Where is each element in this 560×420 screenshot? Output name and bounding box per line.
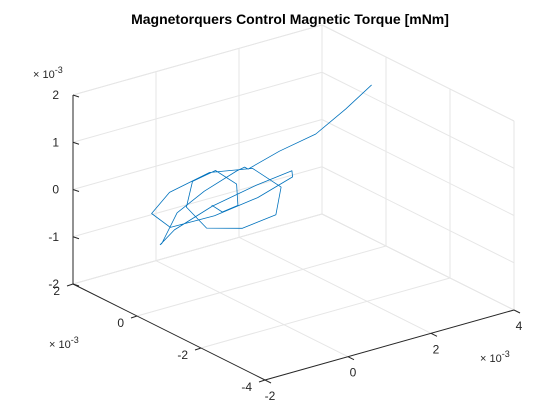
y-exponent-label: × 10-3 (49, 335, 79, 351)
z-tick-label: 2 (52, 88, 59, 102)
z-tick (72, 189, 80, 192)
series-layer (151, 84, 372, 246)
z-gridline (72, 166, 323, 238)
z-tick-label: 1 (52, 135, 59, 149)
x-tick (430, 332, 438, 337)
chart-title: Magnetorquers Control Magnetic Torque [m… (131, 11, 449, 27)
x-tick-label: 4 (516, 319, 523, 333)
x-tick (347, 356, 355, 361)
y-axis-line (72, 283, 266, 381)
x-gridline (155, 260, 349, 358)
x-exponent-label: × 10-3 (480, 349, 510, 365)
z-exponent-label: × 10-3 (33, 65, 63, 81)
torque-trace (151, 84, 372, 246)
z-tick-label: -1 (48, 230, 59, 244)
z-gridline (72, 24, 323, 96)
z-tick (72, 283, 80, 287)
z-gridline (321, 213, 515, 311)
grid-layer (72, 24, 515, 381)
x-tick-label: -2 (265, 389, 276, 403)
x-tick (264, 379, 272, 384)
x-axis-line (264, 309, 515, 381)
z-gridline (72, 119, 323, 190)
z-gridline (72, 71, 323, 143)
z-gridline (72, 213, 323, 285)
z-tick (72, 236, 80, 240)
z-tick (72, 141, 80, 145)
y-tick (130, 315, 138, 319)
z-gridline (321, 166, 515, 264)
y-gridline (136, 245, 387, 317)
z-gridline (321, 119, 515, 216)
y-tick (258, 379, 266, 383)
axis-layer (66, 94, 521, 384)
y-tick-label: 0 (117, 316, 124, 330)
z-tick (72, 94, 80, 98)
y-tick-label: -2 (177, 348, 188, 362)
y-tick (66, 283, 74, 287)
y-tick-label: -4 (241, 380, 252, 394)
z-tick-label: 0 (52, 183, 59, 197)
y-tick-label: 2 (53, 284, 60, 298)
y-tick (194, 347, 202, 351)
x-tick-label: 2 (433, 342, 440, 356)
y-gridline (200, 277, 451, 349)
x-gridline (238, 236, 432, 334)
x-tick-label: 0 (350, 366, 357, 380)
x-tick (513, 309, 521, 314)
z-tick-label: -2 (48, 277, 59, 291)
z-gridline (321, 71, 515, 169)
z-gridline (321, 24, 515, 122)
